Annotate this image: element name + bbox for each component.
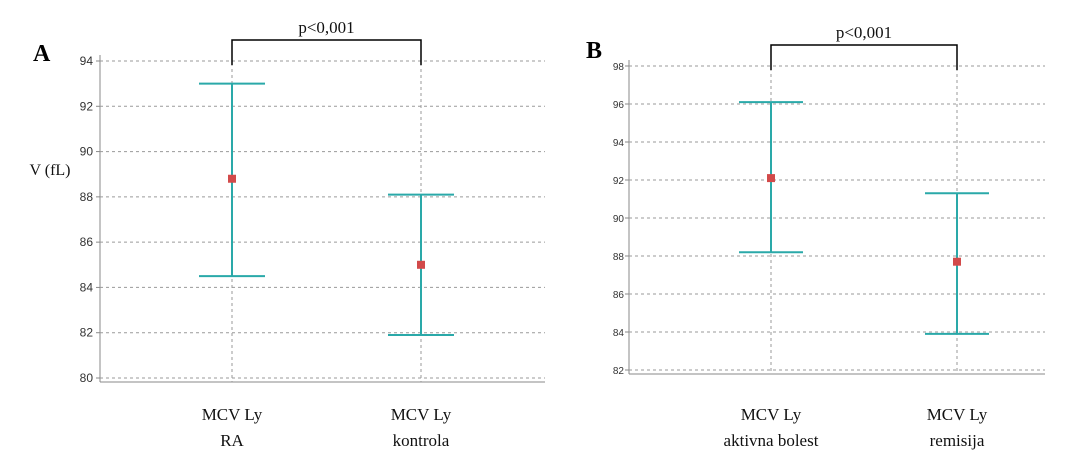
mean-marker (953, 257, 961, 266)
significance-label: p<0,001 (836, 23, 892, 42)
y-tick-label: 82 (613, 366, 625, 377)
mean-marker (417, 260, 425, 269)
significance-bracket (231, 39, 422, 65)
y-tick-label: 92 (613, 176, 625, 187)
category-label-line2: remisija (930, 431, 985, 450)
panel-label: B (586, 38, 602, 64)
panel-label: A (33, 41, 51, 67)
category-label-line1: MCV Ly (741, 405, 802, 424)
mean-marker (767, 174, 775, 183)
significance-label: p<0,001 (298, 18, 354, 37)
y-tick-label: 92 (80, 99, 94, 113)
category-label-line1: MCV Ly (927, 405, 988, 424)
y-tick-label: 84 (613, 328, 625, 339)
mean-marker (228, 174, 236, 183)
y-tick-label: 96 (613, 100, 625, 111)
category-label-line1: MCV Ly (202, 405, 263, 424)
y-tick-label: 86 (613, 290, 625, 301)
category-label-line2: aktivna bolest (724, 431, 819, 450)
y-tick-label: 98 (613, 62, 625, 73)
y-tick-label: 88 (613, 252, 625, 263)
y-tick-label: 90 (80, 145, 94, 159)
y-tick-label: 88 (80, 190, 94, 204)
y-tick-label: 82 (80, 326, 94, 340)
y-tick-label: 86 (80, 235, 94, 249)
category-label-line2: RA (220, 431, 244, 450)
y-tick-label: 94 (613, 138, 625, 149)
significance-bracket (770, 44, 958, 70)
y-tick-label: 90 (613, 214, 625, 225)
category-label-line2: kontrola (393, 431, 450, 450)
y-tick-label: 84 (80, 280, 94, 294)
y-tick-label: 80 (80, 371, 94, 385)
y-tick-label: 94 (80, 54, 94, 68)
category-label-line1: MCV Ly (391, 405, 452, 424)
y-axis-label: V (fL) (29, 162, 70, 179)
